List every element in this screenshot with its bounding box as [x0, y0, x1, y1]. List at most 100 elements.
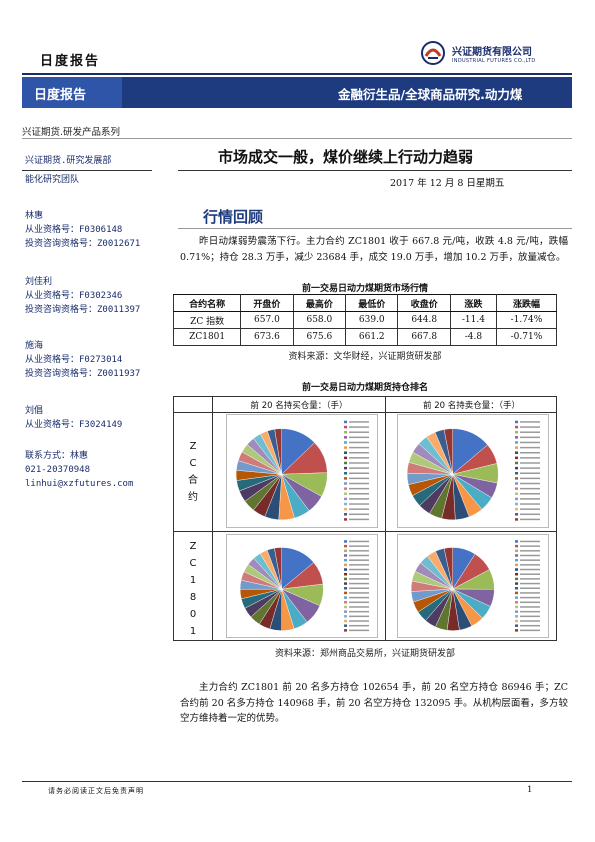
legend-swatch [515, 513, 519, 516]
table-header-cell: 开盘价 [240, 294, 294, 312]
market-quote-table: 合约名称 开盘价 最高价 最低价 收盘价 涨跌 涨跌幅 ZC 指数 657.0 … [172, 294, 558, 346]
legend-swatch [344, 420, 348, 424]
legend-swatch [515, 472, 519, 475]
report-date: 2017 年 12 月 8 日星期五 [390, 178, 505, 189]
banner-left-block [22, 77, 122, 108]
legend-entry [520, 550, 541, 552]
legend-swatch [515, 477, 519, 480]
legend-swatch [515, 610, 519, 613]
legend-swatch [344, 544, 348, 548]
analyst-credential: 投资咨询资格号：Z0011937 [25, 369, 141, 379]
legend-entry [349, 503, 370, 505]
section-divider [178, 228, 572, 229]
legend-swatch [344, 596, 348, 599]
legend-entry [349, 629, 370, 632]
legend-swatch [344, 582, 348, 585]
contact-label: 联系方式：林惠 [25, 451, 89, 461]
table-header-cell: 收盘价 [397, 294, 451, 312]
pie-slice [443, 428, 453, 475]
legend-swatch [515, 482, 519, 485]
legend-entry [349, 624, 370, 627]
legend-entry [520, 503, 541, 505]
legend-swatch [344, 624, 348, 627]
contact-phone: 021-20370948 [25, 465, 91, 475]
legend-entry [520, 508, 541, 510]
legend-entry [349, 467, 370, 469]
legend-entry [520, 540, 541, 543]
legend-swatch [344, 615, 348, 618]
pie-chart-panel [397, 534, 549, 638]
legend-swatch [515, 624, 519, 627]
legend-entry [520, 457, 541, 459]
banner-category: 金融衍生品/全球商品研究.动力煤 [338, 87, 523, 102]
table-source: 资料来源：文华财经，兴证期货研发部 [288, 352, 442, 362]
legend-swatch [515, 466, 519, 470]
legend-swatch [344, 577, 348, 581]
table-cell: -1.74% [495, 311, 558, 329]
analyst-credential: 投资咨询资格号：Z0011397 [25, 305, 141, 315]
legend-swatch [344, 502, 348, 506]
analyst-credential: 从业资格号：F3024149 [25, 420, 123, 430]
pie-chart-panel [397, 414, 549, 528]
legend-entry [349, 540, 370, 543]
legend-entry [349, 582, 370, 585]
legend-swatch [515, 425, 519, 429]
grid-line [173, 531, 557, 532]
legend-entry [520, 573, 541, 575]
pie-source: 资料来源：郑州商品交易所，兴证期货研发部 [274, 649, 455, 659]
legend-swatch [344, 513, 348, 516]
legend-swatch [515, 591, 519, 595]
legend-swatch [344, 605, 348, 609]
column-header-short: 前 20 名持卖仓量：（手） [423, 401, 520, 411]
legend-swatch [344, 492, 348, 496]
legend-entry [520, 587, 541, 589]
legend-entry [520, 426, 541, 428]
table-cell: ZC1801 [172, 328, 242, 346]
legend-entry [349, 596, 370, 599]
legend-swatch [344, 456, 348, 460]
legend-entry [349, 451, 370, 454]
legend-entry [349, 564, 370, 566]
legend-entry [520, 610, 541, 613]
legend-swatch [515, 497, 519, 501]
legend-entry [349, 446, 370, 449]
legend-swatch [344, 482, 348, 485]
table-cell: ZC 指数 [172, 311, 242, 329]
table-cell: -4.8 [449, 328, 497, 346]
sidebar-divider [22, 170, 152, 171]
legend-swatch [515, 544, 519, 548]
legend-entry [349, 568, 370, 571]
legend-swatch [515, 487, 519, 490]
legend-swatch [344, 549, 348, 553]
legend-entry [349, 559, 370, 561]
legend-swatch [515, 492, 519, 496]
series-divider [22, 138, 572, 139]
column-header-long: 前 20 名持买仓量：（手） [250, 401, 348, 411]
legend-swatch [344, 446, 348, 449]
row-label-zc1801: Z C 1 8 0 1 [189, 541, 197, 637]
footer-divider [22, 781, 572, 782]
contact-email[interactable]: linhui@xzfutures.com [25, 479, 134, 489]
pie-caption: 前一交易日动力煤期货持仓排名 [301, 383, 428, 393]
legend-swatch [344, 610, 348, 613]
legend-swatch [515, 563, 519, 567]
legend-entry [349, 462, 370, 464]
legend-swatch [515, 568, 519, 571]
legend-entry [520, 482, 541, 485]
legend-entry [520, 624, 541, 627]
legend-swatch [344, 558, 348, 562]
pie-chart [406, 420, 541, 521]
legend-entry [349, 573, 370, 575]
grid-line [385, 396, 386, 641]
legend-swatch [515, 549, 519, 553]
legend-swatch [515, 507, 519, 511]
legend-entry [520, 554, 541, 557]
legend-entry [349, 493, 370, 495]
analyst-credential: 从业资格号：F0302346 [25, 291, 123, 301]
legend-entry [520, 568, 541, 571]
legend-entry [349, 513, 370, 516]
legend-swatch [515, 518, 519, 521]
legend-swatch [344, 587, 348, 590]
legend-entry [520, 601, 541, 604]
title-divider [178, 170, 572, 171]
